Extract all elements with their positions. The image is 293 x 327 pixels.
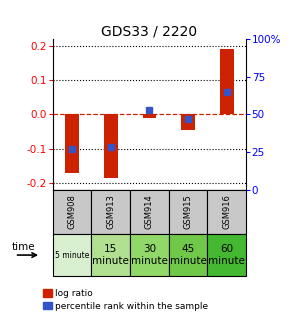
Bar: [220, 49, 234, 114]
Text: GSM915: GSM915: [184, 194, 193, 229]
Bar: [143, 114, 156, 118]
Text: GSM908: GSM908: [68, 194, 76, 229]
Text: time: time: [12, 242, 35, 252]
Text: 15
minute: 15 minute: [92, 244, 129, 266]
Text: 30
minute: 30 minute: [131, 244, 168, 266]
Bar: [181, 114, 195, 130]
Legend: log ratio, percentile rank within the sample: log ratio, percentile rank within the sa…: [42, 289, 208, 311]
Text: GSM914: GSM914: [145, 194, 154, 229]
Text: 60
minute: 60 minute: [208, 244, 245, 266]
Text: 45
minute: 45 minute: [170, 244, 207, 266]
Bar: [104, 114, 117, 178]
Text: GSM913: GSM913: [106, 194, 115, 229]
Title: GDS33 / 2220: GDS33 / 2220: [101, 24, 197, 38]
Bar: [65, 114, 79, 173]
Text: 5 minute: 5 minute: [55, 250, 89, 260]
Text: GSM916: GSM916: [222, 194, 231, 229]
